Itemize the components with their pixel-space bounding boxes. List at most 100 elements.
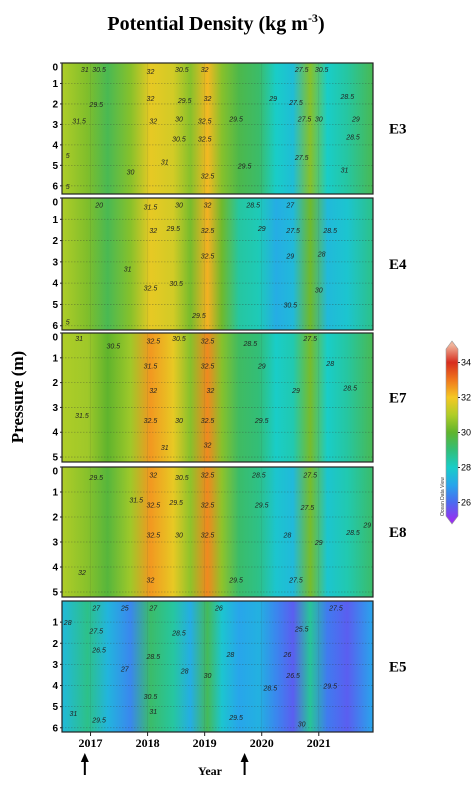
contour-label: 32.5 [201,363,215,370]
contour-label: 25.5 [294,626,309,633]
contour-label: 32 [149,118,157,125]
contour-label: 31 [161,159,169,166]
contour-label: 27.5 [288,578,303,585]
panel-frame [61,62,374,195]
contour-label: 31 [75,336,83,343]
contour-label: 26.5 [91,648,106,655]
contour-label: 20 [94,202,103,209]
y-tick-label: 2 [52,639,58,650]
contour-label: 27.5 [302,473,317,480]
colorbar-tick-label: 30 [461,428,471,438]
heatmap-field [62,198,373,330]
contour-label: 27 [285,202,295,209]
contour-label: 28 [325,361,334,368]
contour-label: 29 [351,116,360,123]
contour-label: 28.5 [345,135,360,142]
chart-title: Potential Density (kg m-3) [107,11,324,35]
contour-label: 29 [362,523,371,530]
y-tick-label: 2 [52,236,58,247]
x-tick-label: 2019 [193,736,217,750]
contour-label: 27.5 [302,336,317,343]
colorbar-tick-label: 26 [461,498,471,508]
contour-label: 32 [149,228,157,235]
contour-label: 30.5 [169,281,183,288]
contour-label: 29 [257,363,266,370]
contour-label: 32.5 [201,253,215,260]
contour-label: 30 [315,116,323,123]
contour-label: 27.5 [288,100,303,107]
contour-label: 30 [298,722,306,729]
contour-label: 32.5 [201,228,215,235]
contour-label: 32.5 [201,503,215,510]
x-tick-label: 2021 [307,736,331,750]
contour-label: 31 [81,67,89,74]
contour-label: 29.5 [88,475,103,482]
contour-label: 28.5 [345,530,360,537]
arrows-group [80,753,249,775]
contour-label: 29.5 [177,98,192,105]
title-exponent: -3 [308,11,318,25]
contour-label: 29.5 [91,717,106,724]
contour-label: 32.5 [198,118,212,125]
x-axis-label: Year [198,764,223,778]
contour-label: 27.5 [328,605,343,612]
y-tick-label: 3 [52,538,58,549]
contour-label: 25 [120,605,129,612]
contour-label: 29.5 [254,418,269,425]
contour-label: 29.5 [168,500,183,507]
contour-label: 26 [283,652,292,659]
contour-label: 32.5 [146,503,160,510]
contour-label: 26 [214,605,223,612]
contour-label: 30 [315,288,323,295]
x-axis: 2017 2018 2019 2020 2021 [79,732,331,750]
contour-label: 28.5 [245,202,260,209]
colorbar: 34 32 30 28 26 Ocean Data View [440,340,471,525]
contour-label: 29 [291,388,300,395]
contour-label: 29.5 [228,116,243,123]
contour-label: 29 [285,253,294,260]
heatmap-field [62,467,373,597]
heatmap-field [62,333,373,462]
contour-label: 32.5 [144,285,158,292]
contour-label: 30.5 [107,343,121,350]
contour-label: 29 [257,226,266,233]
panels-group: 31 30.5 32 30.5 32 27.5 30.529.532 29.5 32 2927.5… [52,62,407,734]
contour-label: 32 [204,202,212,209]
y-tick-label: 3 [52,257,58,268]
contour-label: 27 [91,605,101,612]
contour-label: 29.5 [191,313,206,320]
contour-label: 32.5 [146,533,160,540]
contour-label: 31.5 [144,363,158,370]
contour-label: 31 [149,709,157,716]
sampling-arrow [240,753,249,775]
contour-label: 32 [206,388,214,395]
panel-frame [61,197,374,331]
contour-label: 29.5 [237,163,252,170]
contour-label: 32 [147,578,155,585]
contour-label: 26.5 [285,673,300,680]
colorbar-ramp [445,340,459,525]
contour-label: 31.5 [144,205,158,212]
panel-name-e4: E4 [389,257,407,273]
contour-label: 28 [225,652,234,659]
contour-label: 30.5 [175,67,189,74]
contour-label: 27.5 [285,228,300,235]
y-tick-label: 1 [52,488,58,499]
panel-e3: 31 30.5 32 30.5 32 27.5 30.529.532 29.5 32 2927.5… [52,62,407,195]
colorbar-tick-label: 28 [461,463,471,473]
contour-label: 31 [161,445,169,452]
y-tick-label: 0 [52,198,58,209]
contour-label: 27.5 [297,116,312,123]
contour-label: 28 [317,251,326,258]
contour-label: 5 [66,153,70,160]
contour-label: 30 [175,116,183,123]
contour-label: 27 [120,667,130,674]
contour-label: 29.5 [228,578,243,585]
y-tick-label: 4 [52,140,58,151]
contour-label: 32 [78,570,86,577]
contour-label: 31.5 [75,413,89,420]
contour-label: 28 [63,620,72,627]
x-tick-label: 2020 [250,736,274,750]
y-axis-label: Pressure (m) [8,351,27,443]
